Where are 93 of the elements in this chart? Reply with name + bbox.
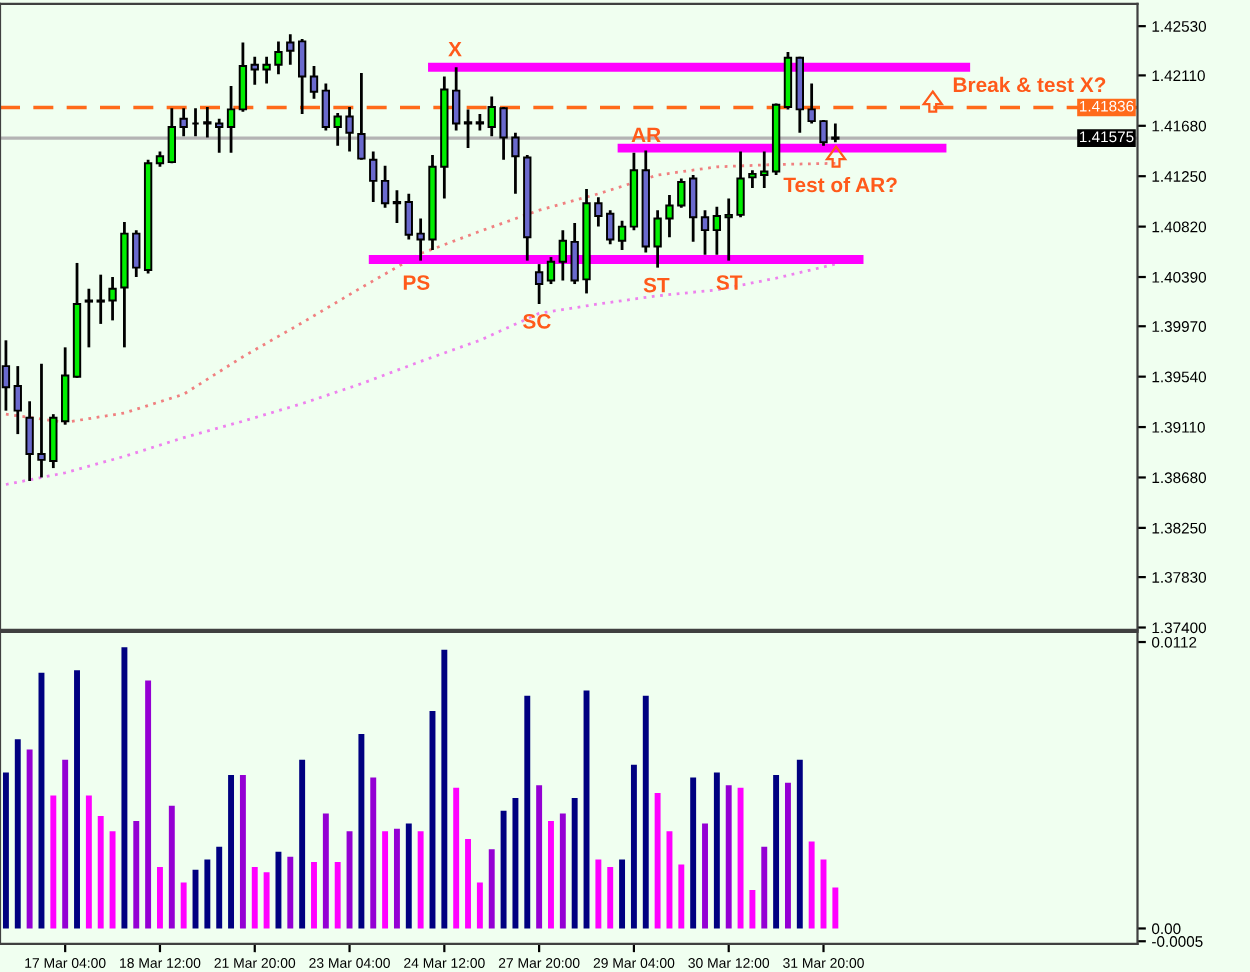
candlestick xyxy=(321,82,331,132)
bar xyxy=(488,849,495,929)
annotation: ST xyxy=(643,277,670,293)
bar xyxy=(275,851,282,929)
bar xyxy=(524,695,531,929)
bar xyxy=(512,798,519,929)
bar xyxy=(145,680,152,929)
candlestick xyxy=(546,255,556,286)
candlestick xyxy=(61,345,70,427)
bar xyxy=(50,795,57,929)
annotation: Break & test X? xyxy=(953,76,1106,93)
bar xyxy=(74,670,80,929)
candlestick xyxy=(226,84,236,155)
bar xyxy=(334,861,341,929)
annotation: Test of AR? xyxy=(783,176,897,193)
bar xyxy=(548,821,554,929)
bar xyxy=(678,864,685,929)
bar xyxy=(287,856,294,929)
candlestick xyxy=(617,219,627,252)
bar xyxy=(121,647,128,929)
annotation: X xyxy=(448,41,462,57)
candlestick xyxy=(712,205,722,257)
candlestick xyxy=(688,173,698,244)
bar xyxy=(737,787,744,929)
bar xyxy=(441,649,448,929)
bar xyxy=(500,810,507,929)
bar xyxy=(784,782,791,929)
line-series xyxy=(4,262,837,486)
candlestick xyxy=(392,188,402,225)
candlestick xyxy=(700,208,710,257)
bar xyxy=(571,798,578,929)
bar xyxy=(62,759,69,929)
candlestick xyxy=(297,37,307,116)
bar xyxy=(761,846,768,929)
annotation: ST xyxy=(716,275,743,290)
bar xyxy=(654,792,661,929)
candlestick xyxy=(238,41,248,114)
bar xyxy=(168,805,175,929)
candlestick xyxy=(380,164,390,210)
bar xyxy=(2,772,9,929)
bar xyxy=(251,867,258,929)
bar xyxy=(382,831,389,929)
bar xyxy=(619,859,626,929)
candlestick xyxy=(309,64,319,101)
bar xyxy=(773,775,780,929)
bar xyxy=(299,759,306,929)
annotation: SC xyxy=(523,313,551,329)
bar xyxy=(630,764,637,929)
bar xyxy=(14,739,21,929)
bar xyxy=(239,775,246,929)
bar xyxy=(393,828,400,929)
bar xyxy=(97,815,104,929)
bar xyxy=(796,759,803,929)
bar xyxy=(465,838,471,929)
bar xyxy=(749,890,756,929)
bar xyxy=(595,859,602,929)
annotation: AR xyxy=(631,127,661,142)
bar xyxy=(133,821,140,929)
bar xyxy=(417,831,424,929)
bar xyxy=(358,734,365,929)
annotation: PS xyxy=(403,275,430,290)
bar xyxy=(559,813,566,929)
bar xyxy=(405,823,412,929)
candlestick xyxy=(558,228,567,282)
bar xyxy=(453,787,460,929)
bar xyxy=(476,882,483,929)
bar xyxy=(607,867,614,929)
bar xyxy=(216,846,223,929)
bar xyxy=(204,859,211,929)
bar xyxy=(228,775,235,929)
bar xyxy=(725,785,732,929)
bar xyxy=(702,823,708,929)
bar xyxy=(690,777,697,929)
candlestick xyxy=(84,287,94,349)
candlestick xyxy=(463,108,473,150)
bar xyxy=(536,785,543,929)
bar xyxy=(808,841,815,929)
candlestick xyxy=(1,338,11,413)
bar xyxy=(642,695,649,929)
bar xyxy=(109,831,116,929)
bar xyxy=(311,861,317,929)
bar xyxy=(26,749,33,929)
bar xyxy=(85,795,92,929)
candlestick xyxy=(534,262,544,306)
bar xyxy=(832,887,839,929)
bar xyxy=(346,831,353,929)
bar xyxy=(322,813,329,929)
bar xyxy=(713,772,720,929)
candlestick xyxy=(13,364,22,436)
bar xyxy=(157,867,163,929)
bar xyxy=(180,882,187,929)
bar xyxy=(263,872,270,929)
bar xyxy=(370,777,377,929)
